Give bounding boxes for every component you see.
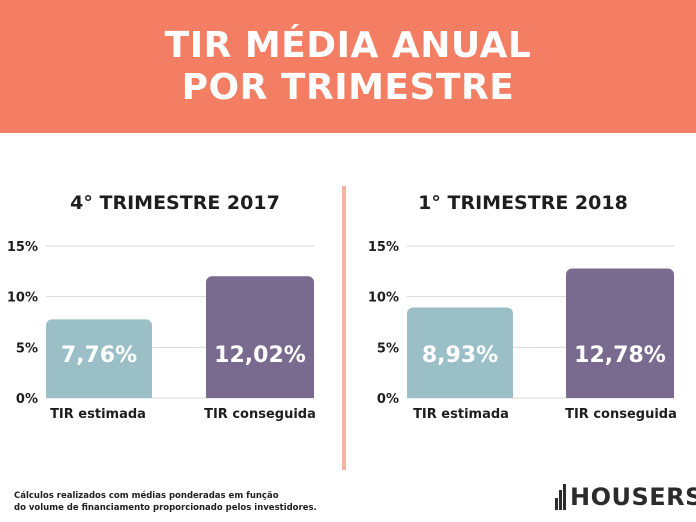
bar-base-q1-2018-1 <box>566 390 674 398</box>
bar-base-q4-2017-1 <box>206 390 314 398</box>
housers-logo: HOUSERS <box>555 480 696 510</box>
category-label-q4-2017-1: TIR conseguida <box>204 407 316 422</box>
page-title-line-2: POR TRIMESTRE <box>181 66 515 108</box>
chart-divider <box>342 186 346 470</box>
category-label-q1-2018-1: TIR conseguida <box>565 407 677 422</box>
bar-q4-2017-estimada <box>46 319 152 398</box>
category-label-q1-2018-0: TIR estimada <box>413 407 509 422</box>
logo-text: HOUSERS <box>570 483 696 511</box>
y-tick-label-q4-2017-3: 15% <box>7 240 38 255</box>
y-tick-label-q1-2018-1: 5% <box>377 341 399 356</box>
chart-q4-2017: 0% 5% 10% 15% 7,76% TIR estimada 12,02% TIR con… <box>7 240 316 422</box>
y-tick-label-q1-2018-3: 15% <box>368 240 399 255</box>
footnote-line-2: do volume de financiamento proporcionado… <box>14 503 317 513</box>
data-label-q1-2018-1: 12,78% <box>574 343 666 368</box>
chart-title-q1-2018: 1° TRIMESTRE 2018 <box>418 192 628 214</box>
bar-base-q4-2017-0 <box>46 390 152 398</box>
footnote: Cálculos realizados com médias ponderada… <box>14 490 317 514</box>
bar-base-q1-2018-0 <box>407 390 513 398</box>
y-tick-label-q4-2017-0: 0% <box>16 392 38 407</box>
y-tick-label-q4-2017-1: 5% <box>16 341 38 356</box>
data-label-q4-2017-1: 12,02% <box>214 343 306 368</box>
housers-logo-icon <box>555 484 569 510</box>
y-tick-label-q1-2018-0: 0% <box>377 392 399 407</box>
data-label-q4-2017-0: 7,76% <box>61 343 137 368</box>
page-title-line-1: TIR MÉDIA ANUAL <box>164 24 532 66</box>
bar-q1-2018-estimada <box>407 307 513 398</box>
y-tick-label-q1-2018-2: 10% <box>368 291 399 306</box>
y-tick-label-q4-2017-2: 10% <box>7 291 38 306</box>
chart-title-q4-2017: 4° TRIMESTRE 2017 <box>70 192 280 214</box>
bar-q4-2017-conseguida <box>206 276 314 398</box>
header-banner: TIR MÉDIA ANUAL POR TRIMESTRE <box>0 0 696 133</box>
category-label-q4-2017-0: TIR estimada <box>50 407 146 422</box>
data-label-q1-2018-0: 8,93% <box>422 343 498 368</box>
bar-q1-2018-conseguida <box>566 268 674 398</box>
footnote-line-1: Cálculos realizados com médias ponderada… <box>14 491 279 501</box>
